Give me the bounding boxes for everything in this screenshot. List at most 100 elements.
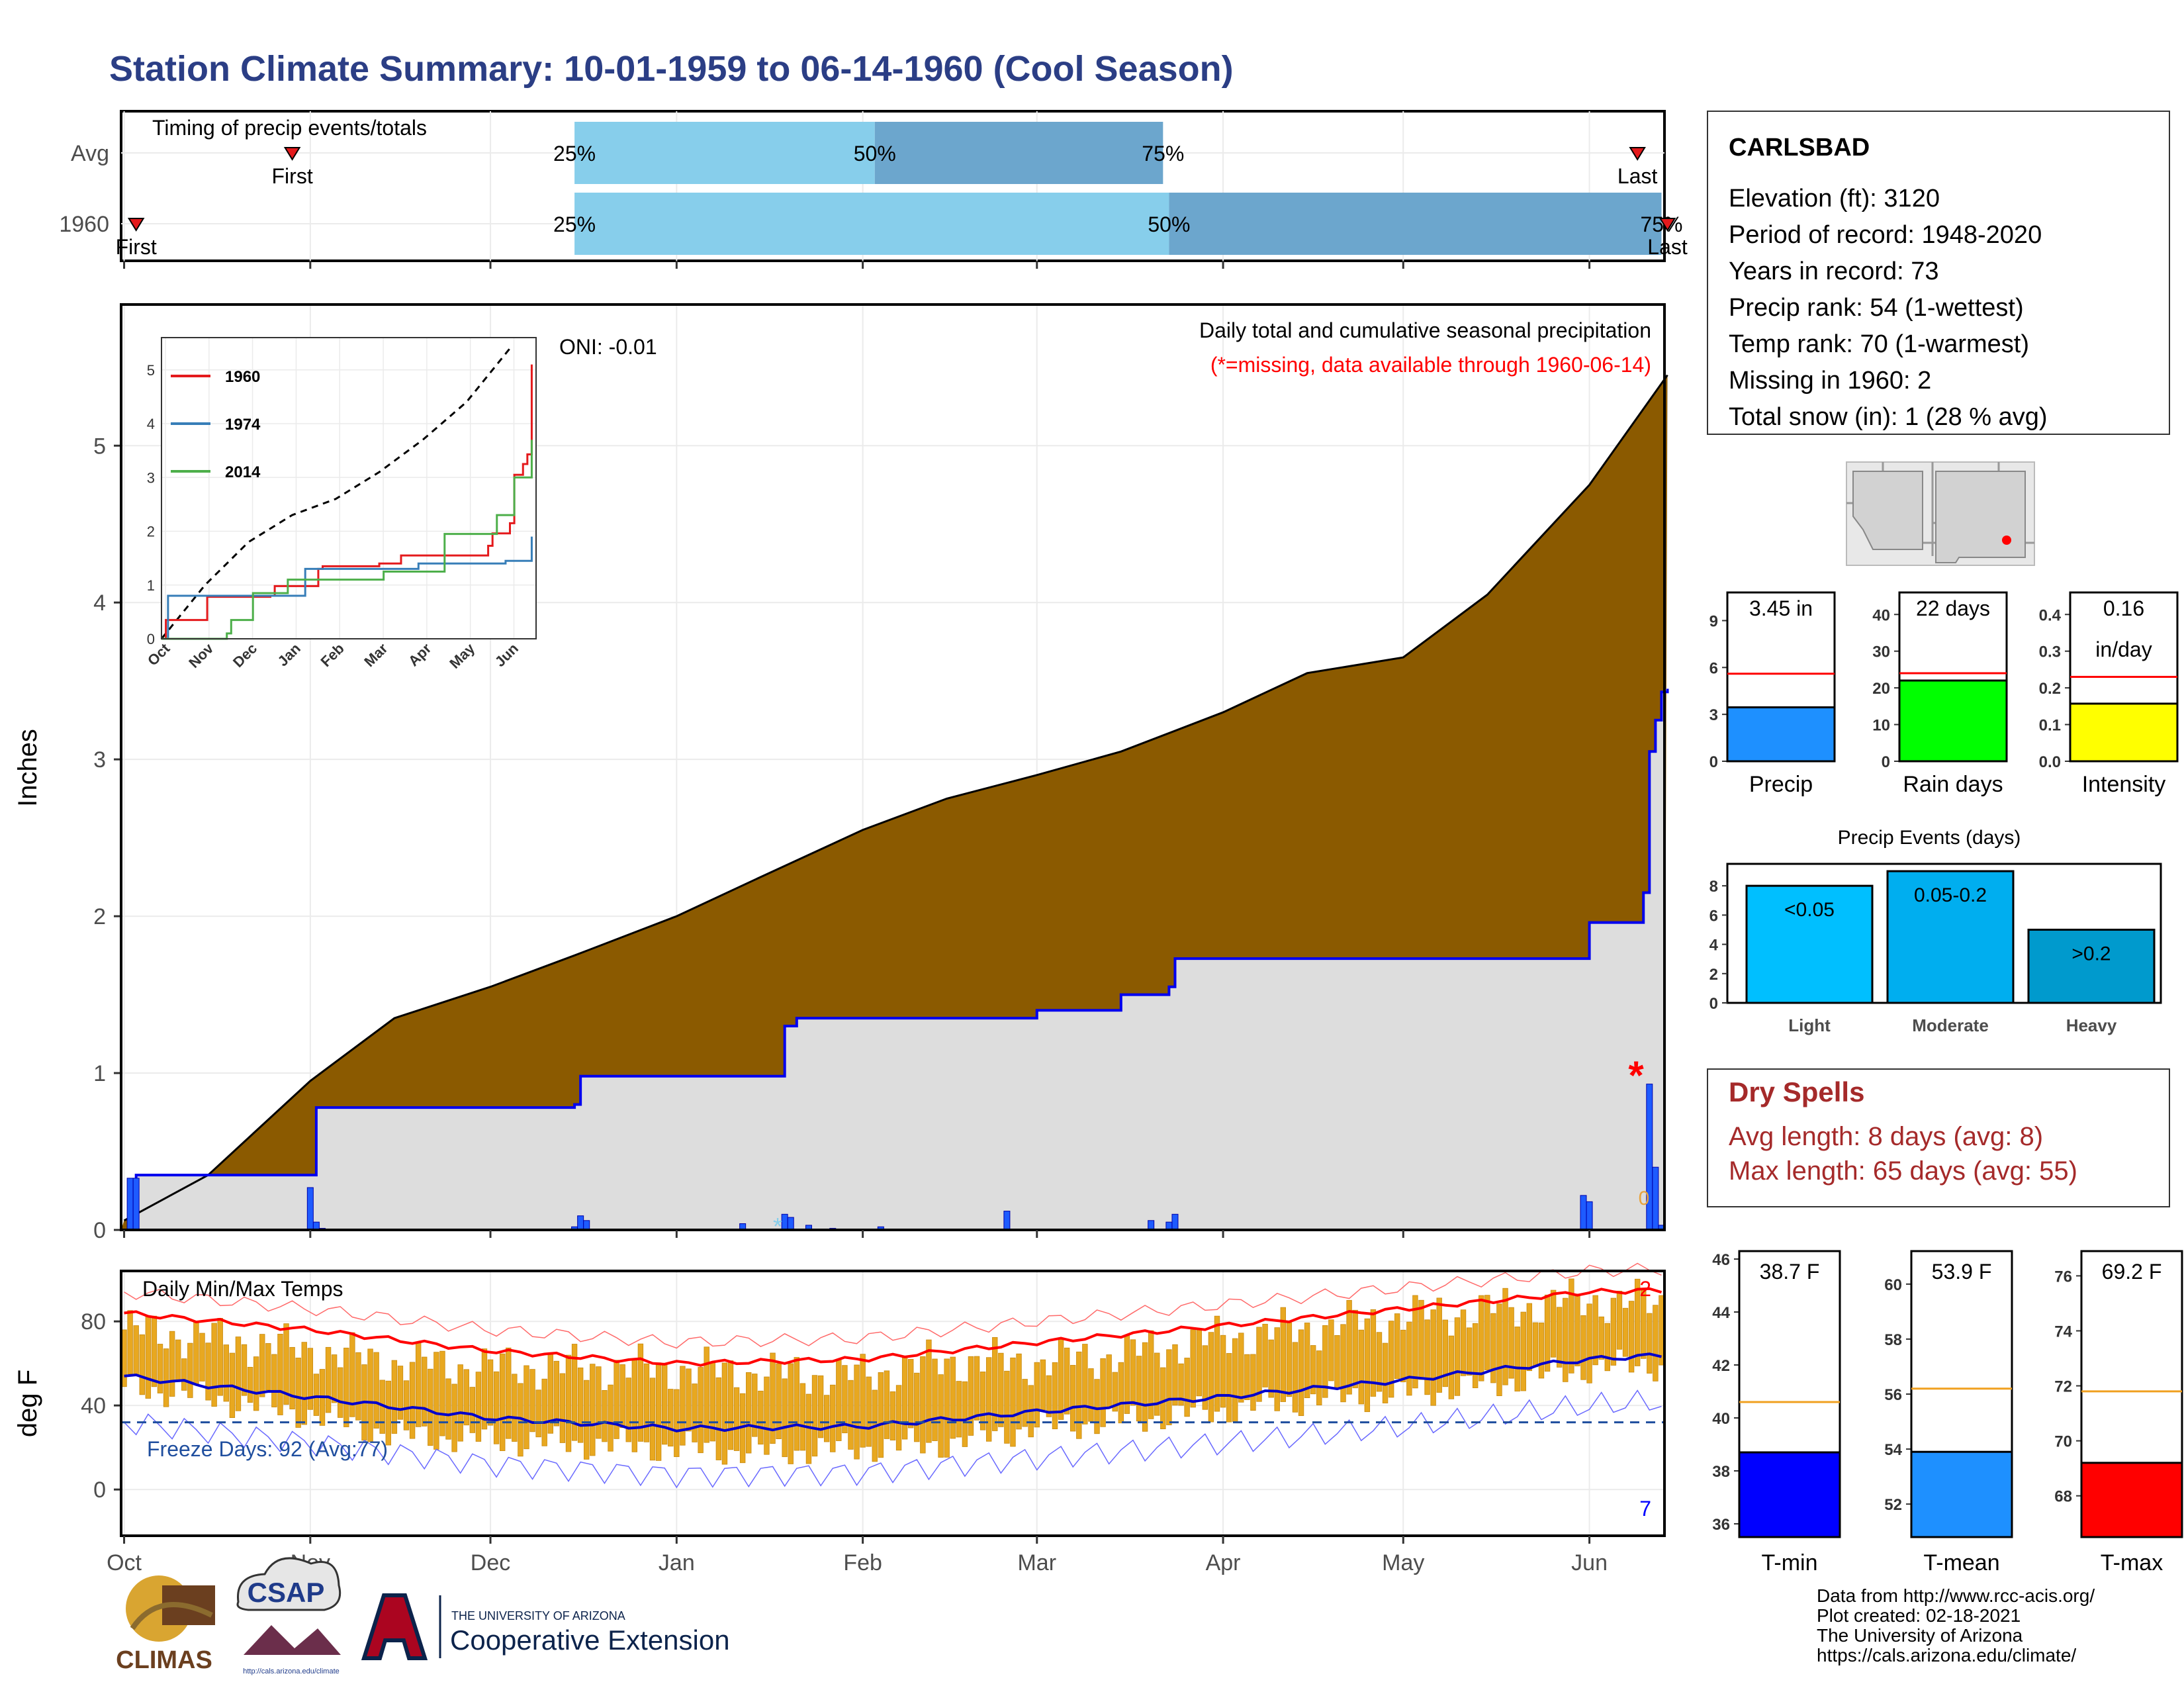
daily-precip-bar bbox=[306, 1187, 314, 1231]
daily-temp-bar bbox=[1268, 1339, 1274, 1398]
page-title: Station Climate Summary: 10-01-1959 to 0… bbox=[109, 49, 1234, 89]
first-event-label: First bbox=[116, 235, 157, 259]
daily-temp-bar bbox=[1280, 1307, 1287, 1402]
daily-temp-bar bbox=[469, 1387, 476, 1433]
footer-line-4: https://cals.arizona.edu/climate/ bbox=[1817, 1645, 2076, 1665]
daily-precip-bar bbox=[577, 1215, 584, 1231]
events-y-tick: 8 bbox=[1709, 878, 1718, 896]
summary-y-tick: 0 bbox=[1709, 753, 1718, 771]
daily-temp-bar bbox=[1328, 1319, 1334, 1382]
timing-bar-q25-q50 bbox=[574, 122, 875, 184]
daily-temp-bar bbox=[758, 1390, 764, 1445]
daily-temp-bar bbox=[127, 1310, 133, 1375]
timing-quantile-label: 75% bbox=[1142, 142, 1184, 165]
daily-temp-bar bbox=[181, 1358, 187, 1391]
daily-temp-bar bbox=[553, 1360, 560, 1427]
daily-precip-bar bbox=[126, 1178, 134, 1231]
daily-temp-bar bbox=[1574, 1293, 1580, 1366]
events-bar bbox=[1886, 870, 2015, 1004]
daily-temp-bar bbox=[1136, 1356, 1142, 1422]
daily-temp-bar bbox=[830, 1384, 836, 1452]
daily-temp-bar bbox=[752, 1374, 758, 1437]
daily-temp-bar bbox=[901, 1357, 908, 1440]
daily-temp-bar bbox=[1412, 1295, 1418, 1389]
daily-temp-bar bbox=[1653, 1305, 1659, 1382]
current-cumulative-area bbox=[121, 688, 1668, 1230]
daily-temp-bar bbox=[926, 1339, 932, 1443]
daily-temp-bar bbox=[932, 1358, 938, 1441]
daily-temp-bar bbox=[1214, 1315, 1220, 1412]
daily-temp-bar bbox=[1472, 1323, 1479, 1389]
daily-temp-bar bbox=[1544, 1294, 1551, 1372]
daily-temp-bar bbox=[1004, 1370, 1010, 1444]
temperature-summary-bars: 36 38 40 42 44 46 38.7 F T-min 52 54 56 58 60 53.9 F T… bbox=[1712, 1250, 2183, 1575]
precip-y-tick: 5 bbox=[93, 434, 106, 459]
daily-temp-bar bbox=[235, 1336, 242, 1411]
daily-temp-bar bbox=[686, 1368, 692, 1432]
daily-temp-bar bbox=[577, 1367, 584, 1443]
daily-temp-bar bbox=[1178, 1363, 1184, 1406]
daily-temp-bar bbox=[1479, 1295, 1484, 1382]
daily-temp-bar bbox=[1484, 1295, 1490, 1370]
daily-temp-bar bbox=[584, 1380, 590, 1460]
daily-temp-bar bbox=[1538, 1322, 1545, 1379]
daily-temp-bar bbox=[884, 1370, 890, 1439]
daily-temp-bar bbox=[1040, 1359, 1046, 1411]
normal-cumulative-line bbox=[123, 374, 1668, 1222]
station-info-line: Years in record: 73 bbox=[1729, 258, 1939, 285]
station-info-line: Total snow (in): 1 (28 % avg) bbox=[1729, 403, 2048, 431]
daily-temp-bar bbox=[1022, 1379, 1028, 1427]
summary-bar-value bbox=[1898, 679, 2008, 763]
summary-y-tick: 3 bbox=[1709, 706, 1718, 724]
daily-temp-bar bbox=[746, 1372, 752, 1454]
inset-normal-line bbox=[160, 348, 511, 639]
daily-temp-bar bbox=[770, 1352, 776, 1444]
temp-summary-y-tick: 46 bbox=[1712, 1251, 1730, 1269]
inset-series-line bbox=[161, 536, 533, 640]
daily-temp-bar bbox=[385, 1380, 391, 1446]
daily-temp-bar bbox=[974, 1356, 980, 1421]
freeze-days-text: Freeze Days: 92 (Avg:77) bbox=[147, 1437, 388, 1461]
daily-temp-bar bbox=[637, 1343, 644, 1442]
daily-temp-bar bbox=[487, 1359, 494, 1426]
daily-temp-bar bbox=[1364, 1318, 1371, 1413]
daily-precip-bar bbox=[1580, 1195, 1587, 1231]
daily-temp-bar bbox=[355, 1352, 361, 1421]
daily-temp-bar bbox=[565, 1354, 572, 1452]
timing-title: Timing of precip events/totals bbox=[152, 116, 427, 140]
daily-temp-bar bbox=[992, 1336, 998, 1431]
daily-temp-bar bbox=[295, 1358, 301, 1428]
record-low-count: 7 bbox=[1639, 1497, 1651, 1521]
daily-temp-bar bbox=[817, 1375, 824, 1438]
temp-summary-y-tick: 54 bbox=[1884, 1441, 1902, 1459]
daily-temp-bar bbox=[307, 1348, 314, 1410]
daily-temp-bar bbox=[445, 1378, 451, 1440]
zero-label: 0 bbox=[1639, 1188, 1650, 1209]
station-info-box: CARLSBAD Elevation (ft): 3120 Period of r… bbox=[1707, 111, 2170, 435]
daily-temp-bar bbox=[169, 1331, 175, 1397]
temp-summary-value-label: 38.7 F bbox=[1760, 1260, 1820, 1284]
daily-temp-bar bbox=[1448, 1335, 1455, 1399]
timing-bar-q25-q50 bbox=[574, 193, 1169, 255]
daily-temp-bar bbox=[145, 1315, 152, 1399]
daily-temp-bar bbox=[968, 1356, 974, 1436]
daily-temp-bar bbox=[397, 1366, 404, 1420]
daily-temp-bar bbox=[271, 1354, 277, 1407]
temp-summary-y-tick: 70 bbox=[2054, 1433, 2072, 1451]
daily-temp-bar bbox=[523, 1365, 529, 1450]
daily-temp-bar bbox=[331, 1354, 338, 1403]
summary-y-tick: 0.2 bbox=[2039, 680, 2061, 698]
daily-temp-bar bbox=[590, 1364, 596, 1456]
station-info-line: Missing in 1960: 2 bbox=[1729, 367, 1931, 395]
station-location-marker bbox=[2002, 536, 2011, 545]
daily-temp-bar bbox=[920, 1356, 926, 1454]
daily-temp-bar bbox=[956, 1381, 962, 1438]
daily-temp-bar bbox=[1430, 1309, 1436, 1406]
daily-temp-bar bbox=[1496, 1303, 1502, 1396]
daily-temp-bar bbox=[1334, 1335, 1340, 1389]
daily-temp-bar bbox=[811, 1375, 818, 1457]
daily-precip-bar bbox=[1003, 1211, 1011, 1231]
daily-precip-bar bbox=[583, 1220, 590, 1231]
daily-temp-bar bbox=[1340, 1324, 1346, 1403]
